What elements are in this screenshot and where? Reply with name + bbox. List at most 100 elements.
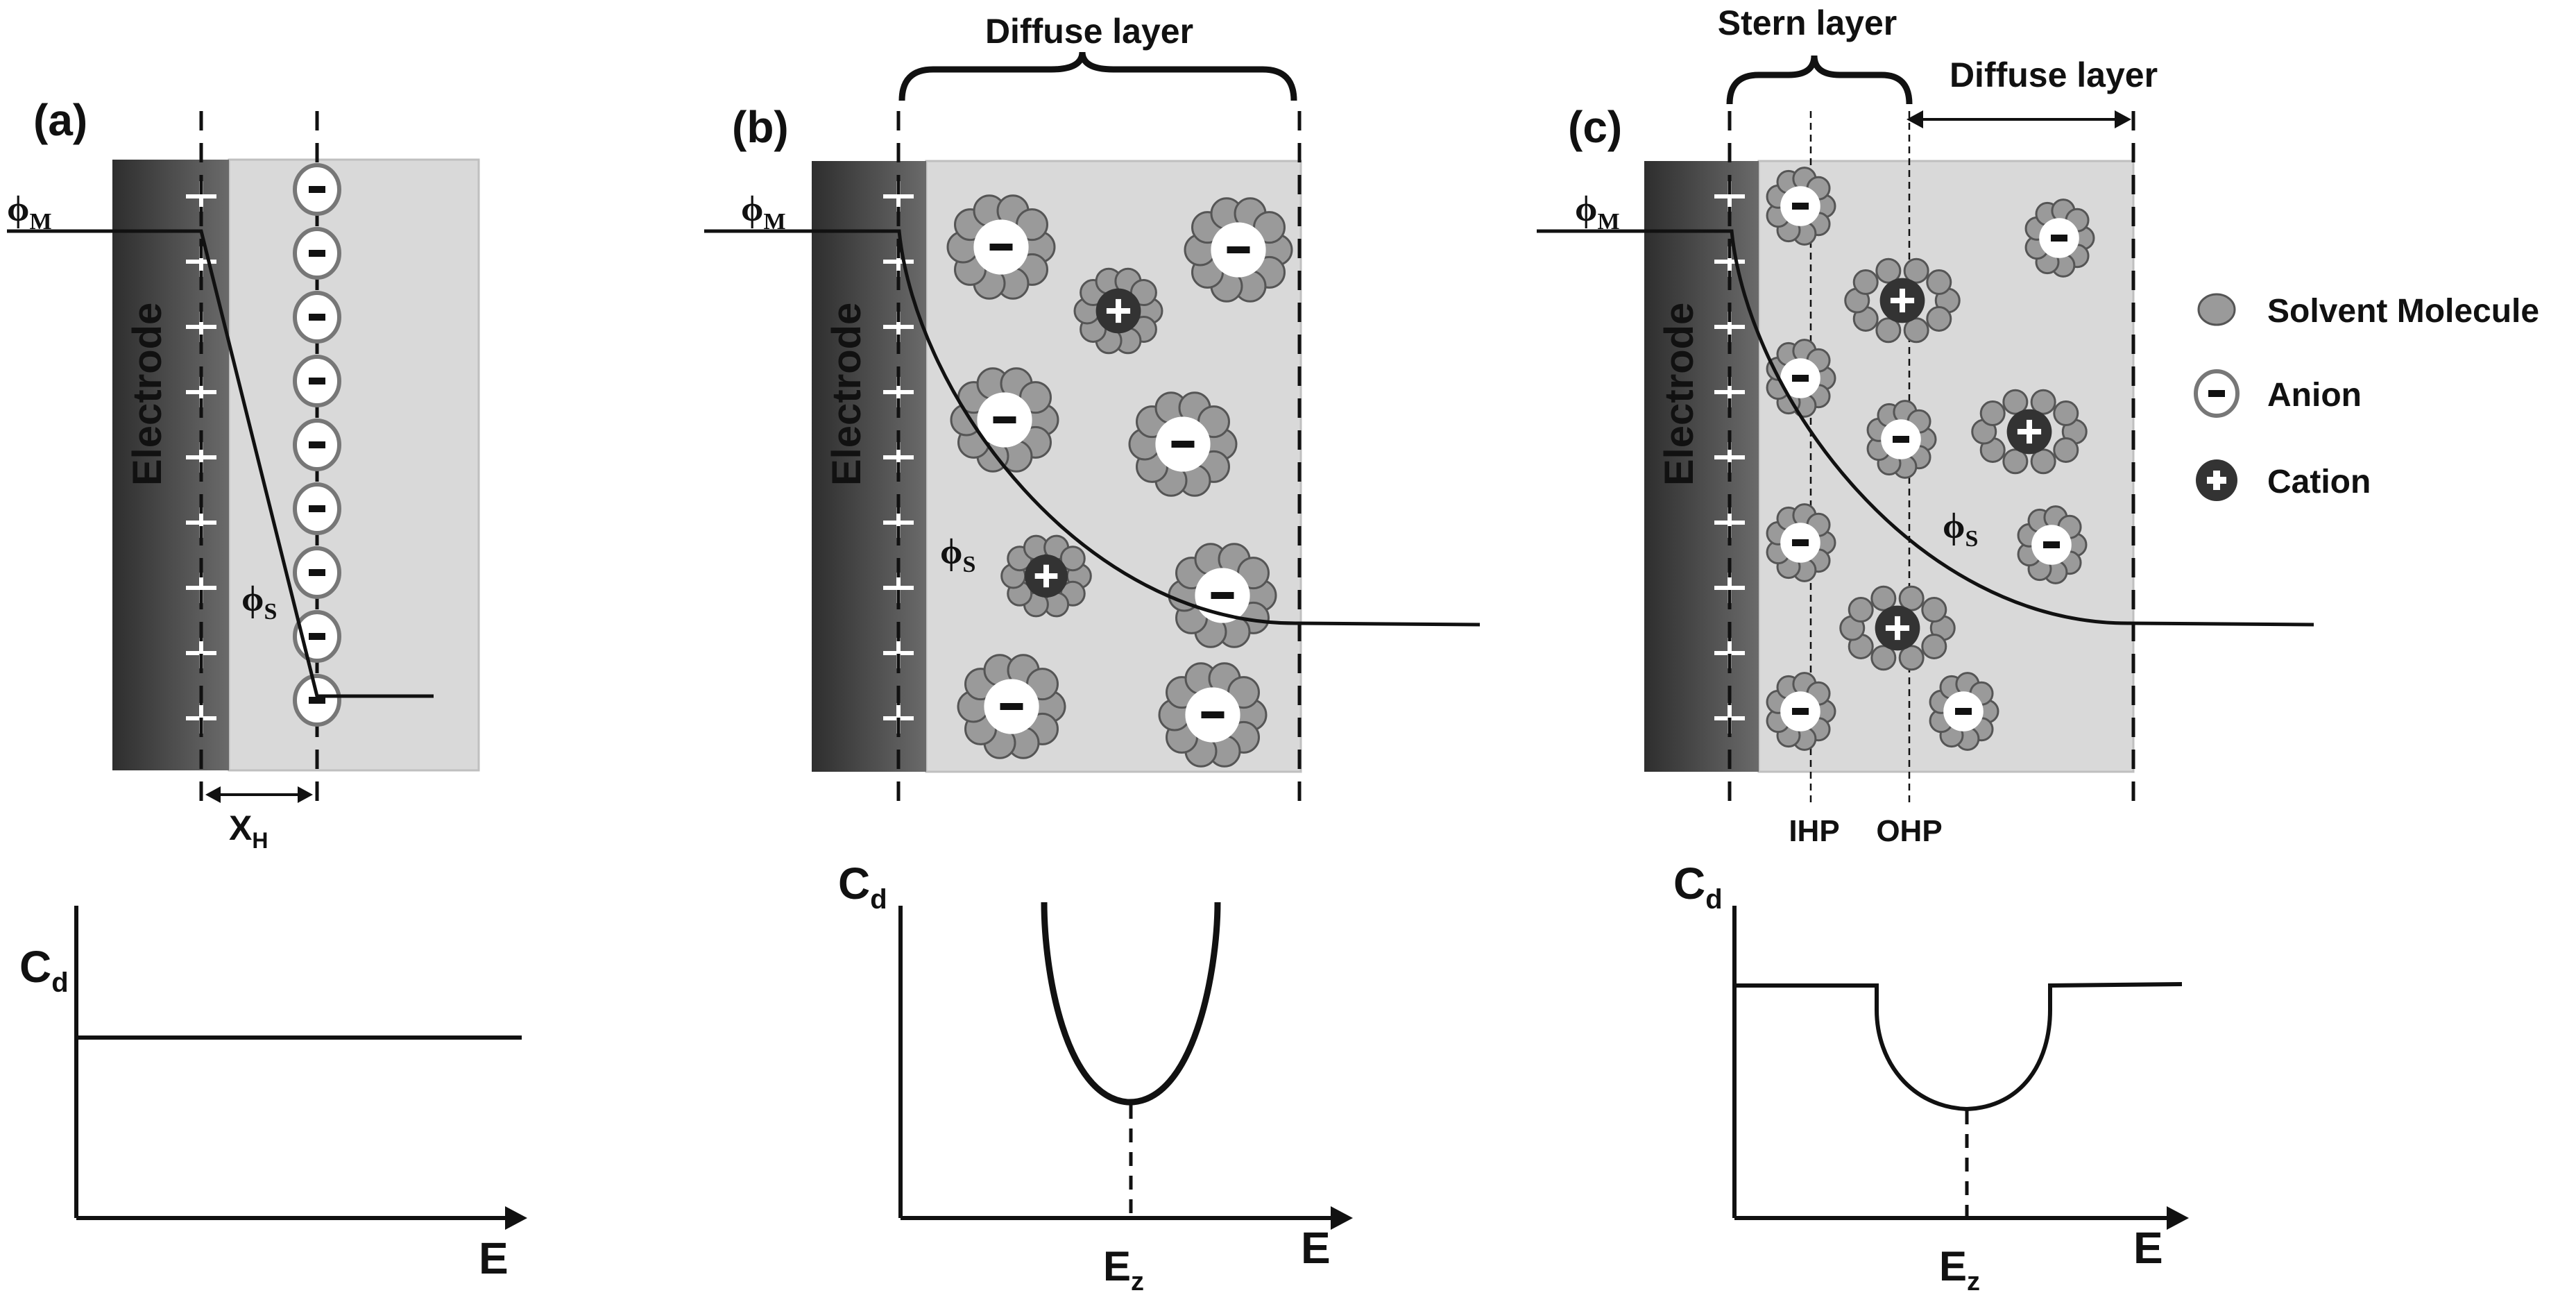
- solvated-anion: [1158, 662, 1268, 768]
- electrode-label: Electrode: [125, 303, 170, 486]
- solvated-anion: [950, 367, 1059, 473]
- panel-b-label: (b): [732, 102, 789, 152]
- plus-charge-icon: [883, 507, 914, 538]
- plus-charge-icon: [186, 246, 216, 277]
- solvent-molecule-icon: [1870, 645, 1897, 671]
- anion-icon: [984, 679, 1039, 734]
- panel-b: (b) Diffuse layer Electrode ϕM ϕS Cd E E…: [704, 12, 1481, 1296]
- e-axis-label: E: [2133, 1223, 2163, 1273]
- stern-brace: [1726, 55, 1913, 105]
- plus-charge-icon: [883, 573, 914, 603]
- cation-icon: [2196, 459, 2237, 501]
- ez-label: Ez: [1939, 1243, 1980, 1296]
- diffuse-arrowhead-left: [1907, 110, 1923, 128]
- solvent-molecule-icon: [1903, 317, 1929, 344]
- solvated-anion: [946, 194, 1056, 300]
- solvent-molecule-icon: [2030, 448, 2056, 475]
- anion-icon: [1211, 222, 1266, 278]
- plus-charge-icon: [883, 638, 914, 668]
- potential-profile: [7, 229, 434, 698]
- solvent-molecule-icon: [1921, 597, 1947, 623]
- anion-icon: [1780, 186, 1820, 226]
- plus-charge-icon: [883, 442, 914, 473]
- plus-charge-icon: [1714, 638, 1745, 668]
- potential-profile: [1537, 229, 2314, 627]
- plus-charge-icon: [1714, 246, 1745, 277]
- anion-icon: [293, 291, 341, 344]
- plus-charge-icon: [1714, 181, 1745, 212]
- solvent-molecule-icon: [2002, 448, 2029, 475]
- solvated-anion: [1929, 672, 1999, 751]
- solvated-anion: [1184, 197, 1293, 303]
- diffuse-layer-label: Diffuse layer: [985, 12, 1193, 51]
- solvent-molecule-icon: [2197, 293, 2236, 326]
- anion-icon: [1780, 358, 1820, 398]
- anion-icon: [1780, 691, 1820, 732]
- solvent-molecule-icon: [1979, 400, 2006, 427]
- solvated-cation: [1971, 389, 2088, 475]
- panel-c-label: (c): [1568, 102, 1622, 152]
- electrode-label: Electrode: [1657, 303, 1702, 486]
- e-axis-label: E: [479, 1233, 509, 1283]
- solvated-anion: [1766, 167, 1836, 246]
- ihp-label: IHP: [1789, 814, 1839, 848]
- solvent-molecule-icon: [2053, 437, 2079, 463]
- plus-charge-icon: [186, 507, 216, 538]
- xh-label: XH: [229, 809, 268, 853]
- plus-charge-icon: [883, 312, 914, 342]
- phi-s-label: ϕS: [940, 532, 975, 577]
- anion-icon: [1155, 416, 1211, 472]
- solvent-molecule-icon: [1875, 257, 1902, 284]
- solvated-cation: [1000, 534, 1092, 618]
- plus-charge-icon: [883, 246, 914, 277]
- plus-charge-icon: [186, 312, 216, 342]
- phi-m-label: ϕM: [1575, 189, 1620, 235]
- potential-profile: [704, 229, 1481, 627]
- solvated-anion: [2017, 505, 2088, 584]
- solvated-cation: [1839, 585, 1956, 671]
- solvated-anion: [1168, 543, 1277, 648]
- solvated-ions: [946, 194, 1293, 768]
- solvent-molecule-icon: [1903, 257, 1929, 284]
- e-axis-label: E: [1301, 1223, 1331, 1273]
- solvent-molecule-icon: [2030, 389, 2056, 415]
- plus-charge-icon: [1714, 573, 1745, 603]
- solvent-molecule-icon: [1898, 585, 1925, 611]
- anion-icon: [293, 674, 341, 727]
- solvated-anion: [1766, 503, 1836, 582]
- anion-layer: [293, 163, 341, 727]
- plus-charge-icon: [186, 377, 216, 407]
- cd-axis-label: Cd: [1673, 859, 1723, 915]
- diffuse-layer-label: Diffuse layer: [1950, 56, 2158, 94]
- plus-charge-icon: [1714, 312, 1745, 342]
- anion-icon: [293, 482, 341, 535]
- capacitance-curve: [1734, 982, 2183, 1112]
- plus-charge-icon: [186, 638, 216, 668]
- xh-arrowhead-right: [298, 786, 313, 803]
- anion-icon: [977, 392, 1032, 448]
- phi-s-label: ϕS: [241, 580, 277, 625]
- anion-icon: [2039, 218, 2079, 258]
- electrode-charges: [883, 181, 914, 734]
- anion-icon: [973, 219, 1029, 275]
- solvent-molecule-icon: [2053, 400, 2079, 427]
- x-axis-arrowhead: [2167, 1206, 2189, 1230]
- cd-axis-label: Cd: [19, 942, 69, 998]
- diffuse-arrowhead-right: [2115, 110, 2131, 128]
- legend-cation-label: Cation: [2267, 464, 2371, 500]
- cation-icon: [1875, 605, 1920, 651]
- solvent-molecule-icon: [1926, 269, 1952, 296]
- legend: Solvent Molecule Anion Cation: [2194, 293, 2539, 501]
- solvated-cation: [1073, 267, 1163, 355]
- solvated-cation: [1844, 257, 1961, 344]
- solvated-anion: [1128, 391, 1238, 497]
- solvated-anion: [2024, 198, 2095, 278]
- panel-a-label: (a): [33, 95, 87, 145]
- plus-charge-icon: [1714, 442, 1745, 473]
- anion-icon: [2194, 369, 2240, 418]
- cation-icon: [1879, 278, 1925, 323]
- plus-charge-icon: [186, 181, 216, 212]
- x-axis-arrowhead: [505, 1206, 527, 1230]
- cation-icon: [2006, 409, 2052, 455]
